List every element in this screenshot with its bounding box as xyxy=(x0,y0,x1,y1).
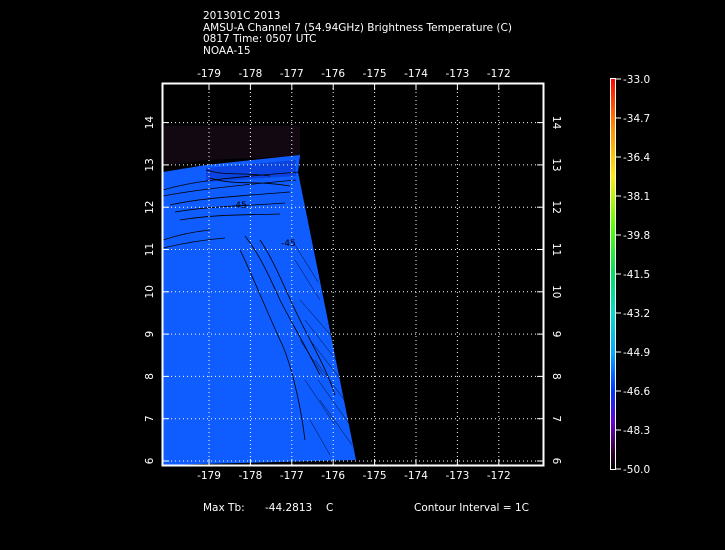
hatch-texture xyxy=(291,239,353,456)
colorbar-label: -38.1 xyxy=(623,191,650,203)
lat-label-left: 11 xyxy=(144,243,156,256)
lat-label-right: 14 xyxy=(550,116,562,130)
colorbar-labels: -33.0 -34.7 -36.4 -38.1 -39.8 -41.5 -43.2 -44.9… xyxy=(615,74,650,476)
lat-label-right: 13 xyxy=(550,158,562,171)
swath-darker-band xyxy=(206,160,296,182)
contour-label-2: -45 xyxy=(281,239,296,249)
colorbar-label: -34.7 xyxy=(623,113,650,125)
lat-label-left: 9 xyxy=(144,331,156,338)
lon-label-top: -173 xyxy=(445,68,469,80)
title-line-satellite: NOAA-15 xyxy=(203,44,251,57)
contour-interval: Contour Interval = 1C xyxy=(414,502,529,514)
lon-label-bottom: -173 xyxy=(445,470,469,482)
max-tb-label: Max Tb: xyxy=(203,502,245,514)
max-tb-unit: C xyxy=(326,502,334,514)
lon-label-bottom: -175 xyxy=(363,470,387,482)
colorbar-label: -48.3 xyxy=(623,425,650,437)
colorbar-label: -36.4 xyxy=(623,152,650,164)
lon-label-bottom: -174 xyxy=(404,470,428,482)
lat-label-right: 12 xyxy=(550,201,562,214)
colorbar-label: -41.5 xyxy=(623,269,650,281)
lat-label-right: 9 xyxy=(550,331,562,338)
lat-label-left: 13 xyxy=(144,158,156,171)
lat-axis-left: 6 7 8 9 10 11 12 13 14 xyxy=(144,116,169,464)
lat-label-left: 8 xyxy=(144,373,156,380)
colorbar-label: -33.0 xyxy=(623,74,650,86)
swath-dark-region xyxy=(163,126,300,166)
lat-label-right: 7 xyxy=(550,415,562,422)
contour-lines xyxy=(162,169,336,441)
contour-label-1: -45 xyxy=(232,201,247,211)
lat-label-left: 6 xyxy=(144,457,156,464)
colorbar-label: -43.2 xyxy=(623,308,650,320)
lat-label-left: 7 xyxy=(144,415,156,422)
lat-label-left: 14 xyxy=(144,116,156,130)
lon-label-top: -175 xyxy=(363,68,387,80)
colorbar-label: -50.0 xyxy=(623,464,650,476)
lon-label-bottom: -179 xyxy=(197,470,221,482)
colorbar-label: -46.6 xyxy=(623,386,650,398)
colorbar-label: -44.9 xyxy=(623,347,650,359)
lat-label-left: 10 xyxy=(144,285,156,298)
title-line-channel: AMSU-A Channel 7 (54.94GHz) Brightness T… xyxy=(203,21,512,34)
title-line-time: 0817 Time: 0507 UTC xyxy=(203,33,317,45)
lon-label-bottom: -178 xyxy=(238,470,262,482)
plot-title: 201301C 2013 AMSU-A Channel 7 (54.94GHz) … xyxy=(203,10,512,57)
lon-label-bottom: -172 xyxy=(487,470,511,482)
lon-label-top: -172 xyxy=(487,68,511,80)
lon-label-bottom: -177 xyxy=(280,470,304,482)
lat-label-right: 10 xyxy=(550,285,562,298)
lon-label-top: -179 xyxy=(197,68,221,80)
lat-label-right: 6 xyxy=(550,458,562,465)
lat-axis-right: 6 7 8 9 10 11 12 13 14 xyxy=(537,116,562,465)
lon-label-top: -174 xyxy=(404,68,428,80)
lon-label-bottom: -176 xyxy=(321,470,345,482)
colorbar-label: -39.8 xyxy=(623,230,650,242)
lat-label-left: 12 xyxy=(144,201,156,214)
lon-label-top: -176 xyxy=(321,68,345,80)
lon-label-top: -177 xyxy=(280,68,304,80)
lat-label-right: 11 xyxy=(550,243,562,256)
map-frame xyxy=(161,82,545,467)
title-line-date: 201301C 2013 xyxy=(203,10,281,22)
colorbar xyxy=(610,78,616,470)
lon-axis-top: -179 -178 -177 -176 -175 -174 -173 -172 xyxy=(197,68,511,90)
lat-label-right: 8 xyxy=(550,373,562,380)
max-tb-value: -44.2813 xyxy=(265,502,313,514)
swath-area xyxy=(163,155,356,465)
grid-lines xyxy=(163,84,543,465)
lon-label-top: -178 xyxy=(238,68,262,80)
lon-axis-bottom: -179 -178 -177 -176 -175 -174 -173 -172 xyxy=(197,459,511,482)
